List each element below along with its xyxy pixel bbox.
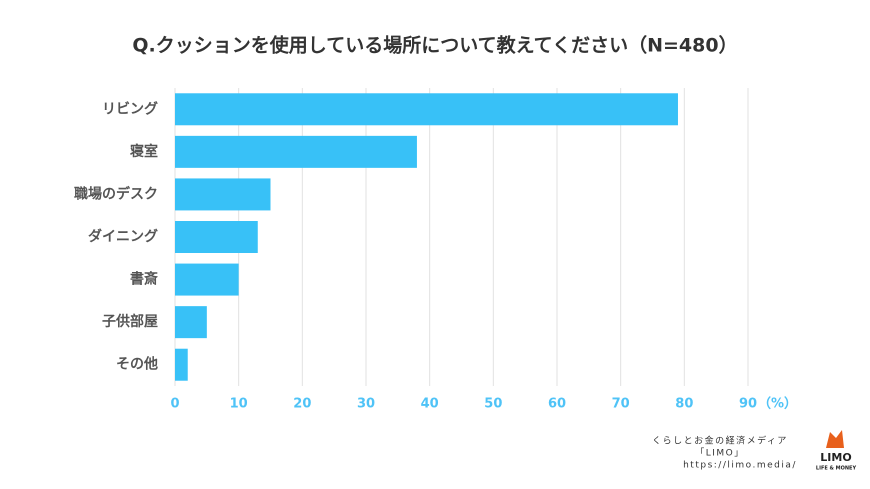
x-tick-label: 20 [293,397,311,412]
x-tick-label: 90 [739,397,757,412]
y-tick-label: その他 [116,356,158,373]
chart-title: Q.クッションを使用している場所について教えてください（N=480） [132,34,737,57]
x-tick-label: 70 [612,397,630,412]
y-tick-label: 子供部屋 [102,313,158,330]
bar [175,263,239,296]
y-tick-label: 職場のデスク [74,185,158,202]
bar [175,135,417,168]
y-tick-label: リビング [102,100,158,117]
x-tick-label: 10 [230,397,248,412]
footer-url: https://limo.media/ [683,461,797,471]
x-tick-label: 80 [675,397,693,412]
x-tick-label: 0 [170,397,179,412]
y-tick-label: 寝室 [130,143,158,160]
x-tick-label: 40 [421,397,439,412]
logo: LIMO [820,451,851,464]
bar [175,306,207,339]
logo-icon [826,430,844,448]
footer-brand: 「LIMO」 [695,448,745,459]
bar [175,348,188,381]
bar [175,221,258,253]
y-tick-label: 書斎 [130,271,158,288]
x-tick-label: 60 [548,397,566,412]
footer-tagline: くらしとお金の経済メディア [652,435,788,447]
bar [175,93,678,126]
logo-sub: LIFE & MONEY [816,466,857,472]
x-tick-label: 50 [484,397,502,412]
y-tick-label: ダイニング [88,228,158,245]
x-tick-label: 30 [357,397,375,412]
x-unit: （%） [758,396,797,412]
bar [175,178,271,211]
